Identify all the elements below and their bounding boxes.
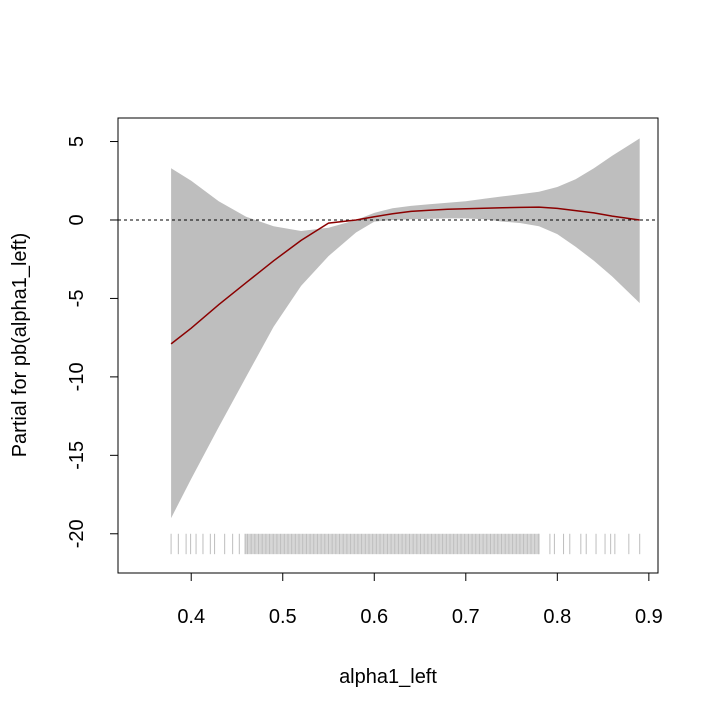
y-tick-label: -5 — [66, 290, 88, 308]
rug-marks — [170, 533, 641, 555]
x-tick-label: 0.9 — [635, 606, 663, 628]
y-axis-title: Partial for pb(alpha1_left) — [9, 233, 31, 458]
x-tick-label: 0.5 — [269, 606, 297, 628]
plot-area — [118, 138, 658, 555]
y-tick-label: -10 — [66, 362, 88, 391]
confidence-band — [171, 138, 640, 519]
fitted-line — [170, 206, 640, 345]
x-axis: 0.4 0.5 0.6 0.7 0.8 0.9 — [177, 572, 663, 628]
x-tick-label: 0.6 — [360, 606, 388, 628]
y-tick-label: 5 — [66, 136, 88, 147]
x-tick-label: 0.8 — [543, 606, 571, 628]
x-axis-title: alpha1_left — [339, 666, 437, 688]
y-tick-label: 0 — [66, 214, 88, 225]
x-tick-label: 0.4 — [177, 606, 205, 628]
y-tick-label: -15 — [66, 441, 88, 470]
y-tick-label: -20 — [66, 519, 88, 548]
y-axis: -20 -15 -10 -5 0 5 — [66, 136, 119, 548]
x-tick-label: 0.7 — [452, 606, 480, 628]
